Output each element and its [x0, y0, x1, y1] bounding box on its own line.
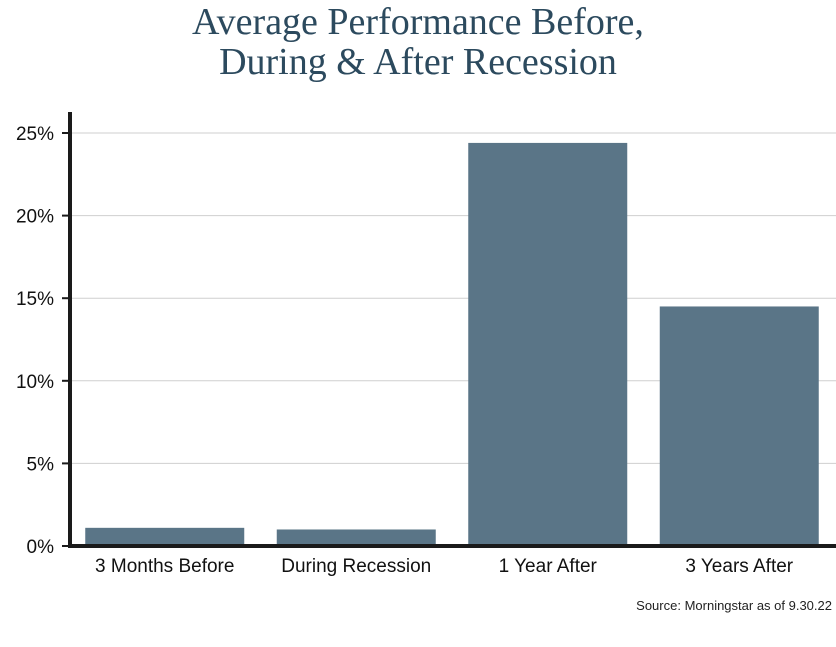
title-line-2: During & After Recession	[219, 41, 617, 83]
y-tick-label: 20%	[16, 207, 54, 228]
x-tick-label: 1 Year After	[499, 556, 598, 577]
x-tick-label: 3 Years After	[685, 556, 793, 577]
y-tick-label: 5%	[27, 454, 55, 475]
x-tick-label: 3 Months Before	[95, 556, 234, 577]
y-tick-label: 15%	[16, 289, 54, 310]
bar	[85, 527, 245, 546]
y-tick-label: 10%	[16, 372, 54, 393]
y-tick-label: 0%	[27, 537, 55, 558]
bar	[659, 306, 819, 546]
bar	[468, 142, 628, 547]
title-line-1: Average Performance Before,	[192, 1, 644, 43]
bar	[276, 529, 436, 546]
source-note: Source: Morningstar as of 9.30.22	[636, 598, 832, 613]
y-tick-label: 25%	[16, 124, 54, 145]
x-tick-label: During Recession	[281, 556, 431, 577]
